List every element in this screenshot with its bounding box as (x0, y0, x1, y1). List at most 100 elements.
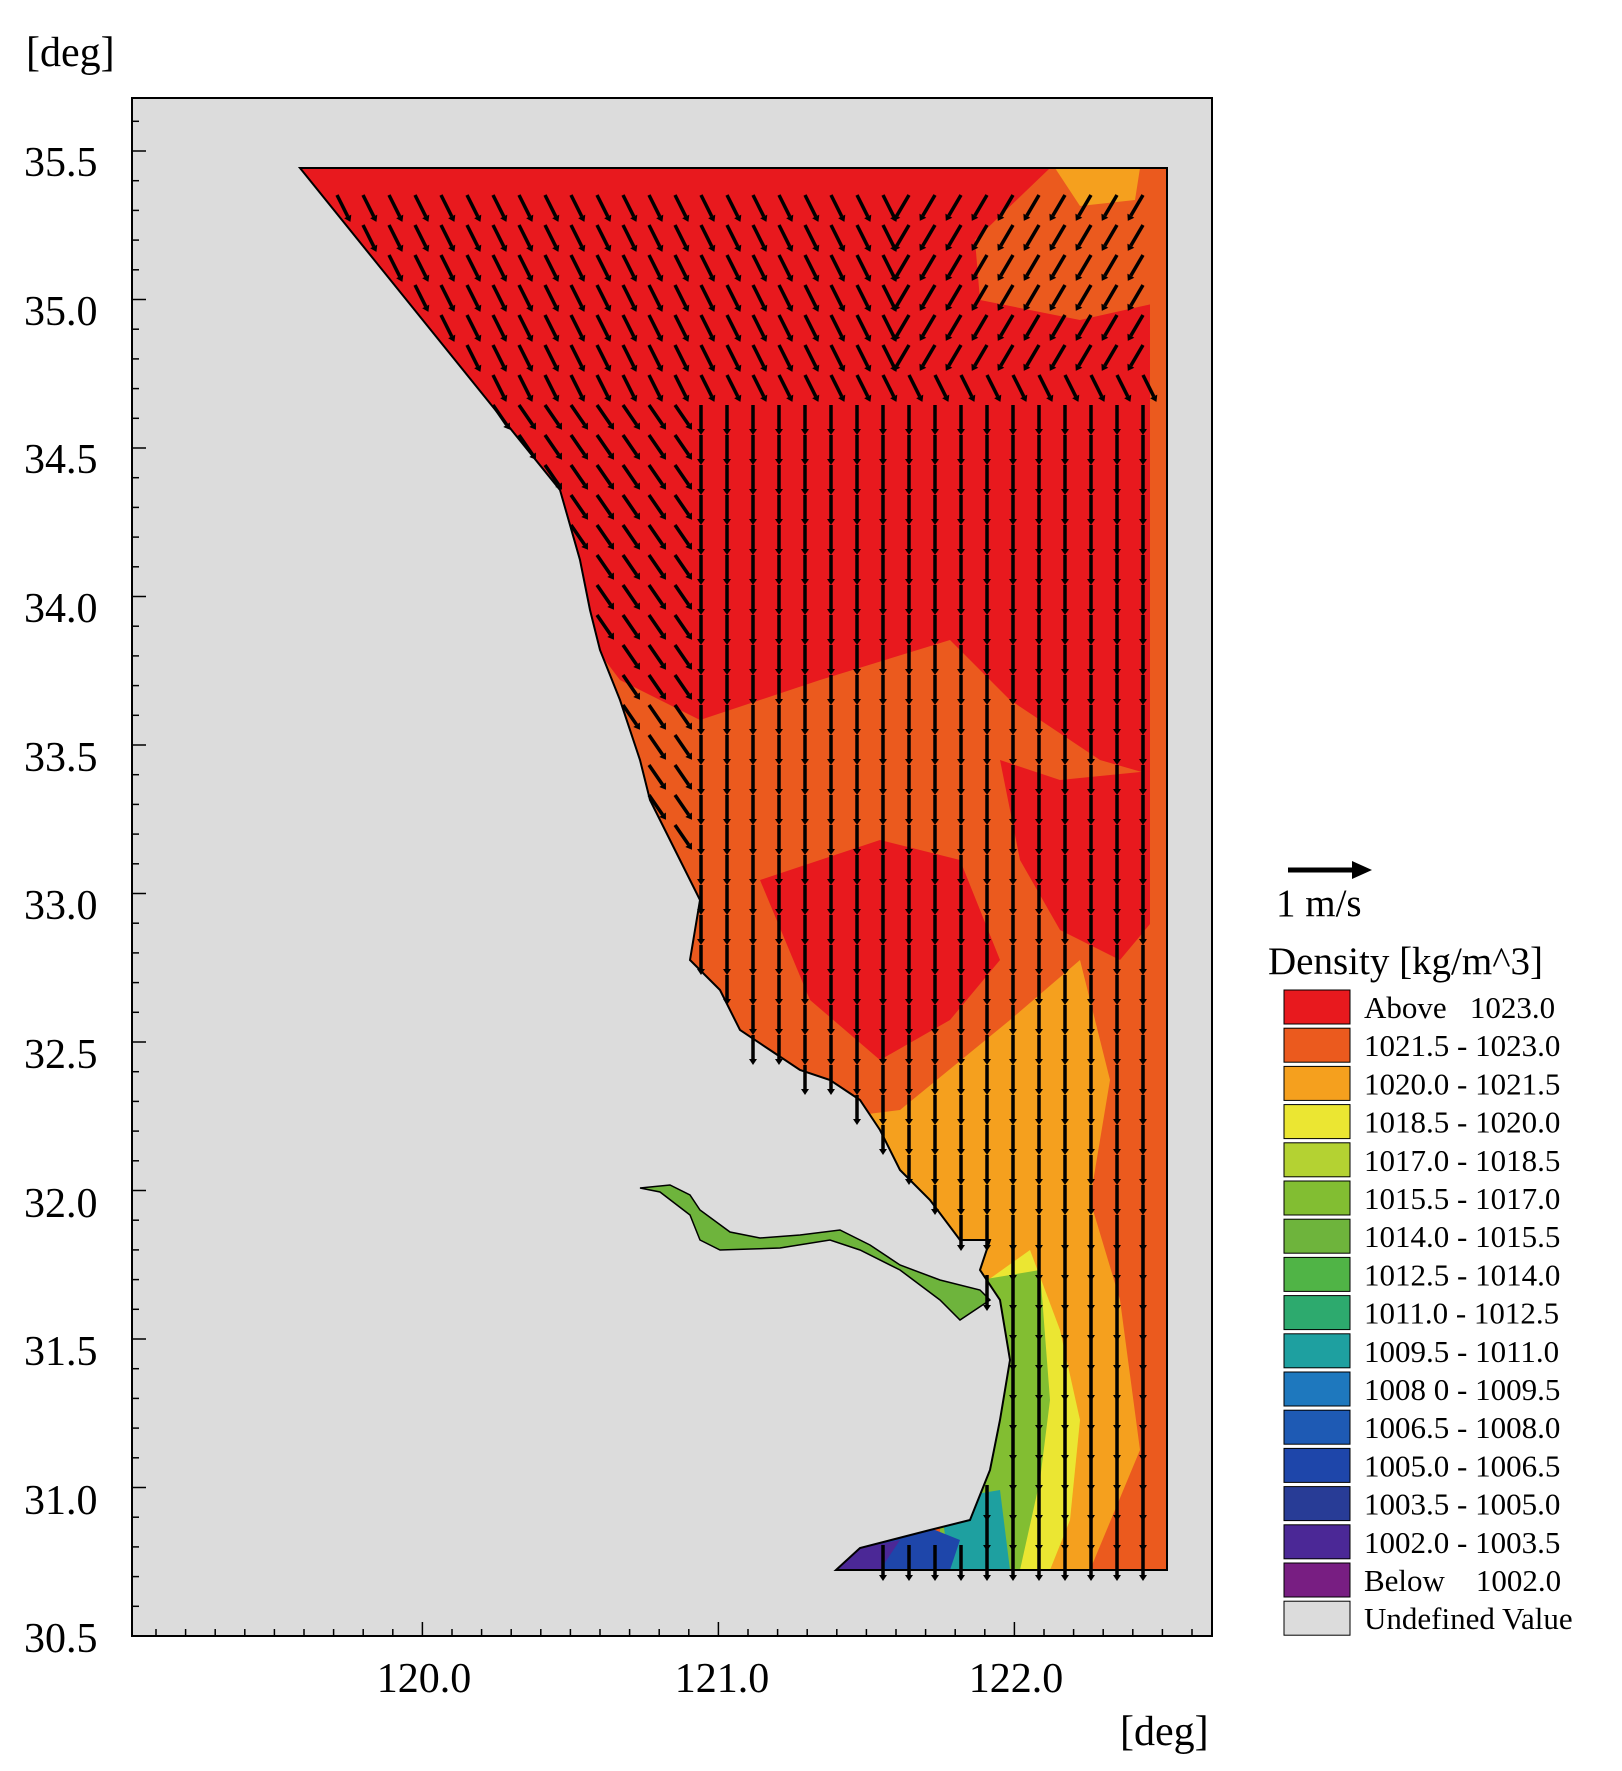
current-vector-head (879, 729, 887, 735)
current-vector-head (983, 879, 991, 885)
legend-swatch (1283, 989, 1351, 1025)
current-vector (725, 194, 740, 218)
current-vector-head (1087, 1149, 1095, 1155)
current-vector-head (1009, 519, 1017, 525)
current-vector-head (581, 452, 588, 460)
legend-swatch (1283, 1447, 1351, 1483)
current-vector-head (853, 909, 861, 915)
current-vector-head (786, 244, 794, 252)
current-vector-head (1035, 999, 1043, 1005)
current-vector-head (1061, 549, 1069, 555)
current-vector-head (801, 1059, 809, 1065)
current-vector-head (474, 364, 482, 372)
current-vector-head (1009, 879, 1017, 885)
current-vector-head (656, 274, 664, 282)
current-vector (517, 344, 532, 368)
current-vector-head (827, 729, 835, 735)
current-vector (947, 314, 963, 337)
current-vector-head (827, 459, 835, 465)
current-vector-head (879, 1119, 887, 1125)
current-vector-head (1101, 333, 1109, 341)
current-vector-head (344, 214, 352, 222)
current-vector-head (997, 273, 1005, 281)
current-vector-head (786, 364, 794, 372)
current-vector (673, 254, 688, 278)
current-vector-head (957, 909, 965, 915)
current-vector-head (812, 364, 820, 372)
current-vector-head (1035, 429, 1043, 435)
current-vector-head (500, 274, 508, 282)
current-vector-head (879, 1575, 887, 1581)
current-vector-head (931, 729, 939, 735)
current-vector-head (723, 849, 731, 855)
current-vector-head (697, 849, 705, 855)
current-vector-head (1087, 1059, 1095, 1065)
current-vector-head (1113, 789, 1121, 795)
current-vector (947, 194, 963, 217)
current-vector-head (607, 602, 614, 610)
current-vector (543, 464, 561, 486)
legend-swatch (1283, 1065, 1351, 1101)
current-vector (699, 194, 714, 218)
legend-title: Density [kg/m^3] (1268, 940, 1543, 983)
current-vector (491, 284, 506, 308)
legend-label: Above 1023.0 (1364, 990, 1555, 1025)
current-vector-head (1139, 939, 1147, 945)
current-vector-head (656, 364, 664, 372)
current-vector (517, 224, 532, 248)
current-vector-head (607, 632, 614, 640)
current-vector-head (1139, 459, 1147, 465)
current-vector (439, 194, 454, 218)
current-vector-head (723, 759, 731, 765)
current-vector-head (578, 214, 586, 222)
current-vector-head (853, 759, 861, 765)
density-zone-ne (975, 168, 1167, 320)
legend-label: 1014.0 - 1015.5 (1364, 1219, 1560, 1254)
current-vector-head (1061, 1179, 1069, 1185)
current-vector-head (1087, 1575, 1095, 1581)
current-vector-head (983, 429, 991, 435)
current-vector-head (723, 939, 731, 945)
current-vector-head (697, 609, 705, 615)
current-vector-head (905, 459, 913, 465)
current-vector (621, 344, 636, 368)
current-vector-head (1087, 789, 1095, 795)
current-vector-head (604, 364, 612, 372)
current-vector (777, 254, 792, 278)
current-vector-head (1113, 909, 1121, 915)
current-vector (999, 194, 1015, 217)
current-vector-head (879, 1029, 887, 1035)
current-vector-head (1061, 639, 1069, 645)
current-vector-head (853, 1059, 861, 1065)
current-vector-head (1139, 1119, 1147, 1125)
current-vector-head (905, 1059, 913, 1065)
x-axis-ticks (155, 1622, 1193, 1636)
current-vector (855, 344, 870, 368)
current-vector-head (1023, 333, 1031, 341)
current-vector (595, 614, 613, 636)
current-vector-head (905, 879, 913, 885)
current-vector-head (633, 542, 640, 550)
current-vector (699, 254, 714, 278)
current-vector-head (1061, 1575, 1069, 1581)
current-vector-head (983, 639, 991, 645)
current-vector (1103, 344, 1119, 367)
current-vector (999, 344, 1015, 367)
current-vector (439, 224, 454, 248)
current-vector-head (760, 364, 768, 372)
current-vector (881, 284, 896, 308)
current-vector-head (1087, 849, 1095, 855)
current-vector-head (685, 842, 692, 850)
current-vector-head (775, 1029, 783, 1035)
current-vector-head (893, 333, 901, 341)
current-vector-head (801, 759, 809, 765)
current-vector-head (905, 1119, 913, 1125)
current-vector-head (905, 969, 913, 975)
current-vector (1011, 374, 1026, 398)
current-vector-head (685, 752, 692, 760)
current-vector (1141, 374, 1156, 398)
current-vector-head (957, 879, 965, 885)
current-vector (621, 314, 636, 338)
current-vector (973, 344, 989, 367)
current-vector-head (1139, 639, 1147, 645)
